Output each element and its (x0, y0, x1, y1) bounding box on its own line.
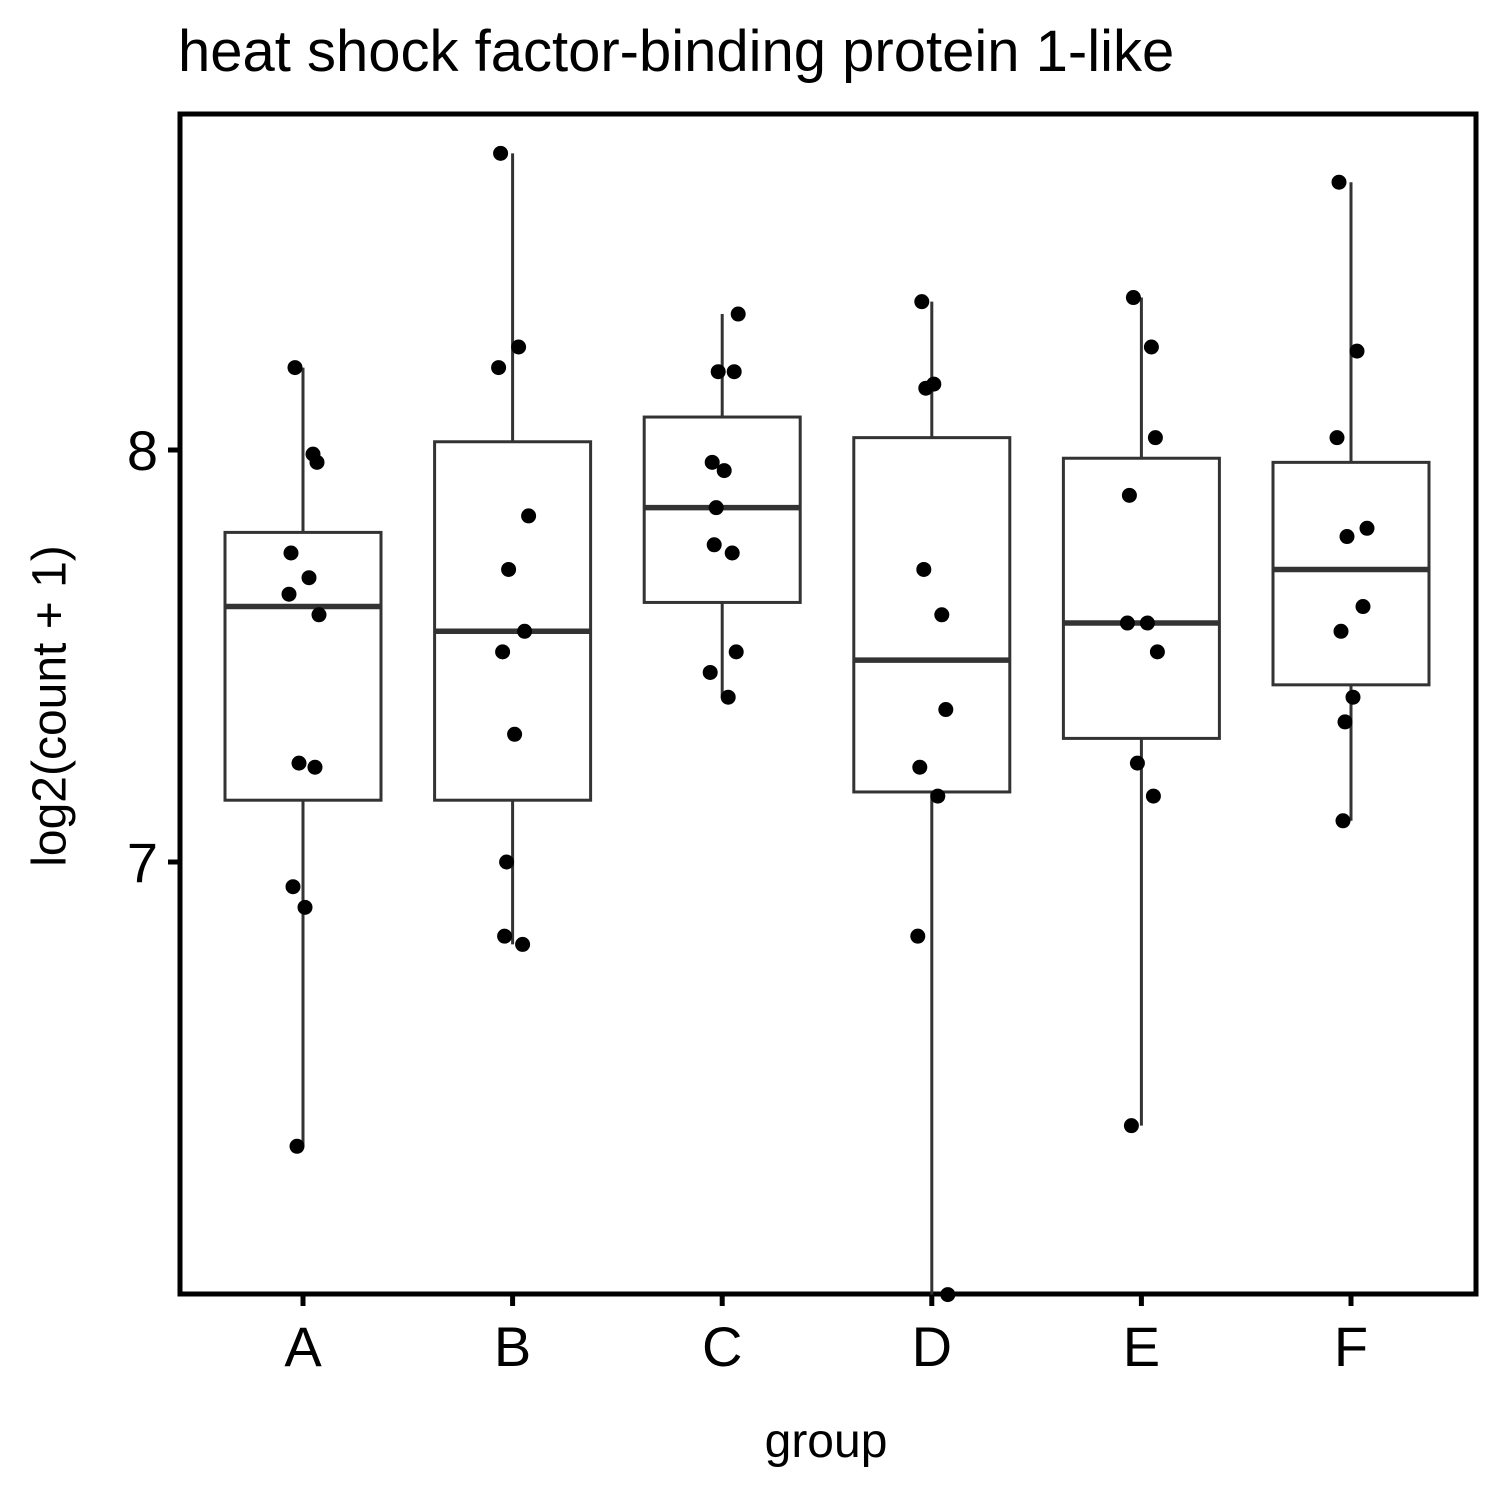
data-point (934, 607, 950, 623)
data-point (708, 500, 724, 516)
data-point (1125, 290, 1141, 306)
data-point (517, 623, 533, 639)
data-point (283, 545, 299, 561)
data-point (1143, 339, 1159, 355)
x-tick-label: D (912, 1315, 952, 1378)
data-point (499, 854, 515, 870)
x-tick-label: E (1123, 1315, 1160, 1378)
data-point (940, 1287, 956, 1303)
data-point (1145, 788, 1161, 804)
data-point (501, 561, 517, 577)
data-point (1355, 599, 1371, 615)
data-point (724, 545, 740, 561)
data-point (1345, 689, 1361, 705)
y-tick-label: 8 (127, 419, 158, 482)
data-point (497, 928, 513, 944)
data-point (1359, 520, 1375, 536)
data-point (289, 1138, 305, 1154)
data-point (301, 570, 317, 586)
data-point (493, 145, 509, 161)
x-tick-label: B (494, 1315, 531, 1378)
data-point (515, 936, 531, 952)
data-point (309, 454, 325, 470)
box-E (1061, 297, 1221, 1126)
data-point (307, 759, 323, 775)
data-point (914, 294, 930, 310)
data-point (720, 689, 736, 705)
data-point (938, 702, 954, 718)
data-point (1129, 755, 1145, 771)
data-point (1121, 487, 1137, 503)
data-point (726, 364, 742, 380)
box-B (433, 153, 593, 945)
x-tick-label: A (284, 1315, 322, 1378)
data-point (297, 899, 313, 915)
data-point (281, 586, 297, 602)
box-body (1061, 456, 1221, 740)
x-axis-label: group (764, 1415, 888, 1468)
x-tick-label: C (702, 1315, 742, 1378)
box-body (1271, 460, 1431, 687)
data-point (511, 339, 527, 355)
data-point (912, 759, 928, 775)
data-point (1149, 644, 1165, 660)
data-point (495, 644, 511, 660)
data-point (916, 561, 932, 577)
data-point (1349, 343, 1365, 359)
data-point (521, 508, 537, 524)
data-point (702, 664, 718, 680)
data-point (1333, 623, 1349, 639)
data-point (710, 364, 726, 380)
data-point (1123, 1118, 1139, 1134)
x-tick-label: F (1334, 1315, 1368, 1378)
data-point (311, 607, 327, 623)
data-point (1329, 430, 1345, 446)
data-point (716, 463, 732, 479)
data-point (491, 360, 507, 376)
box-body (852, 436, 1012, 794)
data-point (285, 879, 301, 895)
chart-title: heat shock factor-binding protein 1-like (178, 19, 1175, 84)
box-F (1271, 182, 1431, 821)
y-axis-label: log2(count + 1) (23, 545, 77, 867)
data-point (918, 380, 934, 396)
data-point (1147, 430, 1163, 446)
data-point (291, 755, 307, 771)
box-body (433, 440, 593, 802)
data-point (730, 306, 746, 322)
panel-border (177, 111, 1479, 1297)
y-tick-label: 7 (127, 831, 158, 894)
data-point (930, 788, 946, 804)
data-point (1337, 714, 1353, 730)
data-point (1331, 174, 1347, 190)
data-point (1119, 615, 1135, 631)
data-point (706, 537, 722, 553)
data-point (1335, 813, 1351, 829)
data-point (1339, 529, 1355, 545)
data-point (728, 644, 744, 660)
data-point (910, 928, 926, 944)
data-point (1139, 615, 1155, 631)
data-point (507, 726, 523, 742)
data-point (287, 360, 303, 376)
data-point (704, 454, 720, 470)
box-D (852, 301, 1012, 1295)
